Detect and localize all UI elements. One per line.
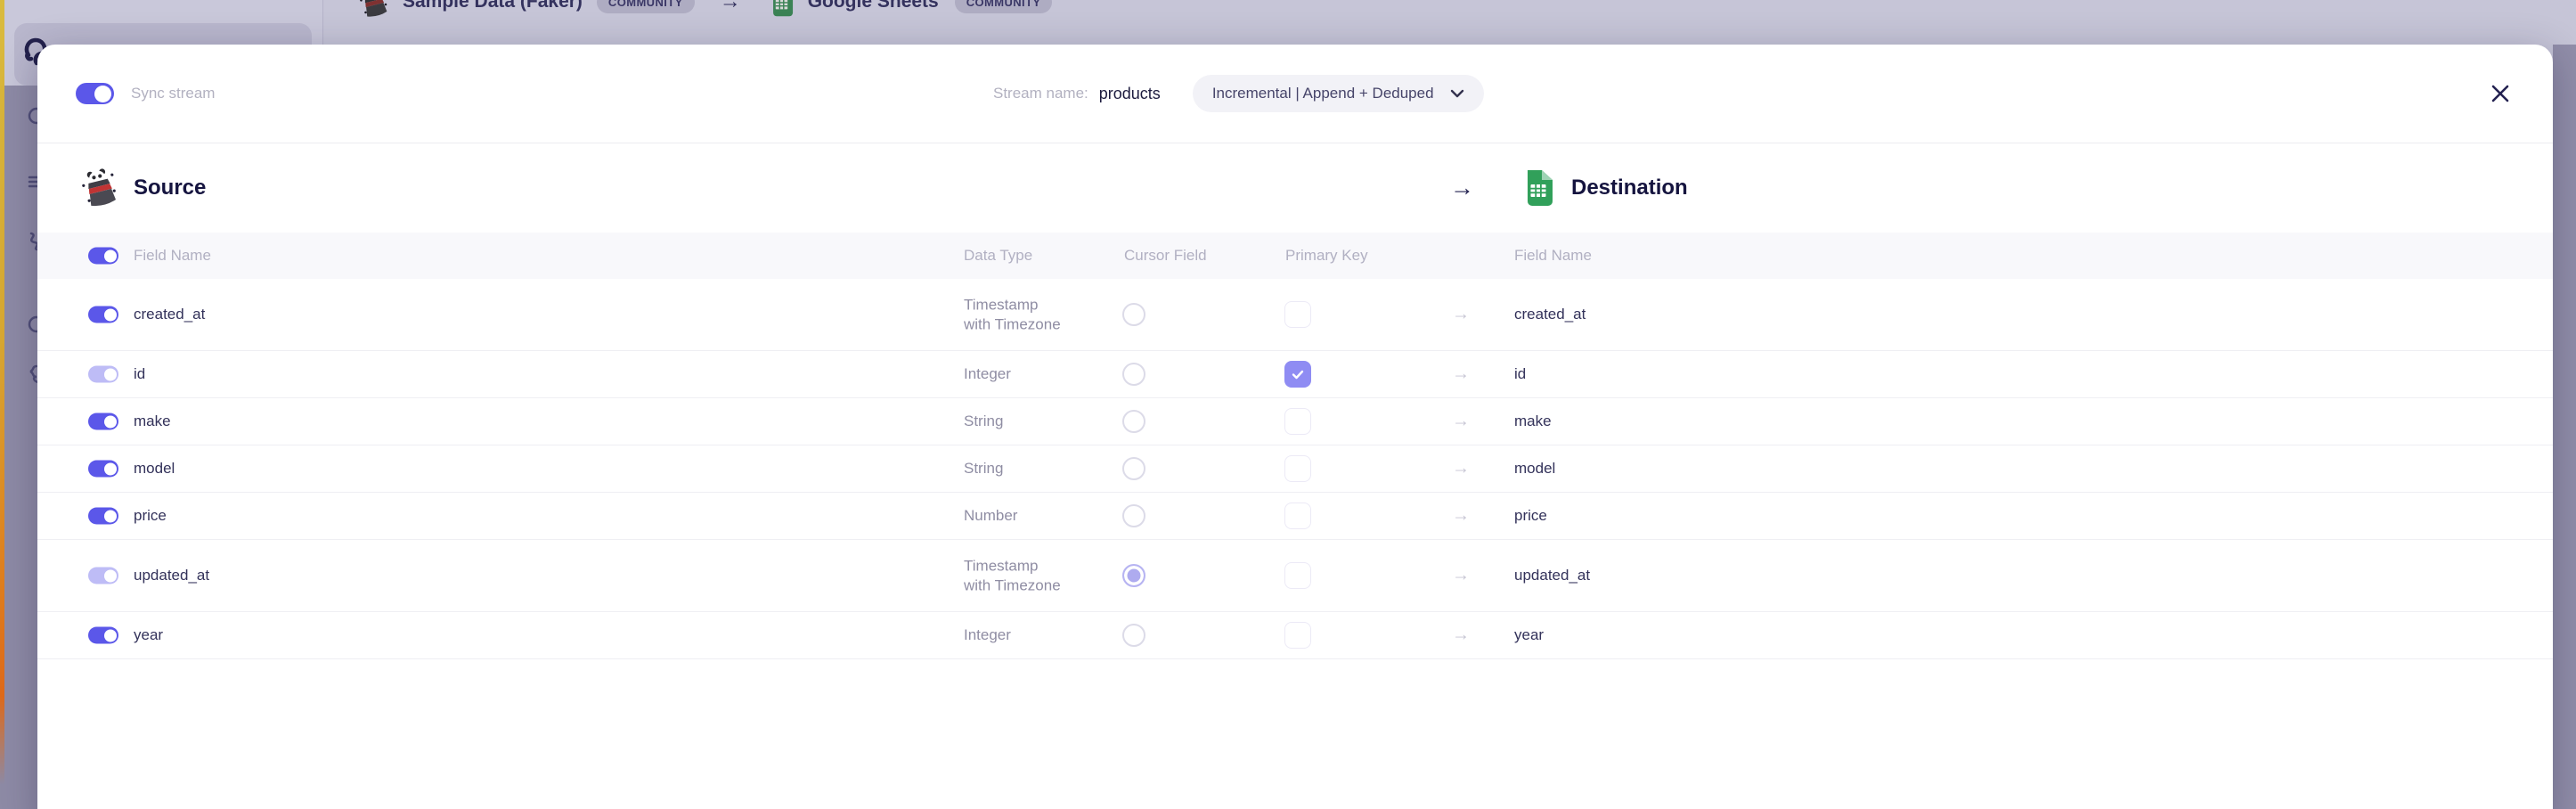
source-field-name: updated_at [134, 567, 210, 584]
cursor-field-radio[interactable] [1122, 624, 1145, 647]
app-sidebar [4, 0, 45, 809]
field-mapping-arrow-icon: → [1452, 625, 1470, 645]
cursor-field-radio[interactable] [1122, 363, 1145, 386]
destination-title: Destination [1571, 176, 1688, 200]
topbar-destination-badge: COMMUNITY [954, 0, 1053, 13]
field-row: model String → model [37, 445, 2553, 493]
sync-stream-toggle[interactable] [76, 83, 114, 104]
stream-name-group: Stream name: products Incremental | Appe… [993, 45, 1484, 143]
sync-stream-label: Sync stream [131, 85, 216, 102]
primary-key-checkbox[interactable] [1284, 455, 1311, 482]
field-row: make String → make [37, 398, 2553, 445]
background-right-edge [2553, 45, 2576, 809]
stream-name-value: products [1098, 84, 1161, 102]
stream-name-label: Stream name: [993, 85, 1088, 102]
check-icon [1292, 370, 1304, 379]
source-field-name: id [134, 365, 146, 382]
connection-topbar: Sample Data (Faker) COMMUNITY → Google S… [322, 0, 1053, 18]
cursor-field-radio[interactable] [1122, 410, 1145, 433]
source-field-name-header: Field Name [134, 247, 211, 264]
source-field-name: created_at [134, 306, 206, 323]
destination-field-name: id [1514, 365, 1527, 382]
topbar-destination-name: Google Sheets [807, 0, 939, 12]
primary-key-checkbox[interactable] [1284, 408, 1311, 435]
field-sync-toggle[interactable] [88, 365, 118, 383]
field-data-type: String [964, 413, 1004, 430]
all-fields-toggle[interactable] [88, 247, 118, 265]
destination-field-name: model [1514, 460, 1556, 477]
destination-field-name: year [1514, 626, 1545, 643]
source-destination-header: Source → Destination [37, 143, 2553, 233]
sync-mode-value: Incremental | Append + Deduped [1211, 85, 1434, 102]
destination-field-name-header: Field Name [1514, 247, 1592, 264]
primary-key-checkbox[interactable] [1284, 301, 1311, 328]
field-mapping-arrow-icon: → [1452, 304, 1470, 324]
field-row: price Number → price [37, 493, 2553, 540]
field-sync-toggle[interactable] [88, 507, 118, 525]
sync-mode-dropdown[interactable]: Incremental | Append + Deduped [1192, 75, 1484, 112]
close-icon [2491, 85, 2509, 102]
source-title: Source [134, 176, 207, 200]
destination-header: Destination [1523, 169, 1688, 207]
field-sync-toggle[interactable] [88, 460, 118, 478]
primary-key-checkbox[interactable] [1284, 361, 1311, 388]
field-mapping-arrow-icon: → [1452, 565, 1470, 585]
field-data-type: Integer [964, 626, 1011, 644]
field-sync-toggle[interactable] [88, 626, 118, 644]
destination-field-name: price [1514, 507, 1547, 524]
cursor-field-header: Cursor Field [1124, 247, 1207, 264]
data-type-header: Data Type [964, 247, 1033, 264]
field-data-type: Timestamp with Timezone [964, 557, 1061, 593]
cursor-field-radio[interactable] [1122, 564, 1145, 587]
close-button[interactable] [2487, 80, 2514, 107]
field-data-type: Number [964, 507, 1018, 525]
field-sync-toggle[interactable] [88, 567, 118, 584]
field-rows: created_at Timestamp with Timezone → cre… [37, 279, 2553, 659]
source-field-name: model [134, 460, 175, 477]
cursor-field-radio[interactable] [1122, 504, 1145, 527]
source-field-name: year [134, 626, 164, 643]
google-sheets-icon [772, 0, 793, 16]
field-sync-toggle[interactable] [88, 306, 118, 323]
field-mapping-arrow-icon: → [1452, 364, 1470, 384]
topbar-source-badge: COMMUNITY [596, 0, 695, 13]
stream-config-modal: Sync stream Stream name: products Increm… [37, 45, 2553, 809]
faker-source-icon [82, 168, 116, 207]
destination-field-name: make [1514, 413, 1552, 429]
primary-key-header: Primary Key [1285, 247, 1368, 264]
field-table-header: Field Name Data Type Cursor Field Primar… [37, 233, 2553, 279]
source-field-name: make [134, 413, 171, 429]
destination-field-name: updated_at [1514, 567, 1591, 584]
sidebar-settings-icon [29, 364, 40, 384]
google-sheets-icon [1528, 170, 1553, 206]
destination-field-name: created_at [1514, 306, 1586, 323]
field-row: updated_at Timestamp with Timezone → upd… [37, 540, 2553, 612]
field-data-type: String [964, 460, 1004, 478]
source-header: Source [82, 168, 206, 208]
sidebar-destinations-icon [29, 232, 40, 251]
cursor-field-radio[interactable] [1122, 457, 1145, 480]
primary-key-checkbox[interactable] [1284, 503, 1311, 529]
primary-key-checkbox[interactable] [1284, 562, 1311, 589]
chevron-down-icon [1450, 89, 1463, 98]
modal-header: Sync stream Stream name: products Increm… [37, 45, 2553, 143]
topbar-source-name: Sample Data (Faker) [403, 0, 583, 12]
left-accent-stripe [0, 0, 4, 809]
field-mapping-arrow-icon: → [1452, 458, 1470, 478]
source-field-name: price [134, 507, 167, 524]
primary-key-checkbox[interactable] [1284, 622, 1311, 649]
cursor-field-radio[interactable] [1122, 303, 1145, 326]
source-to-destination-arrow-icon: → [1450, 174, 1474, 201]
field-data-type: Timestamp with Timezone [964, 296, 1061, 332]
faker-source-icon [360, 0, 387, 17]
field-mapping-arrow-icon: → [1452, 411, 1470, 431]
field-sync-toggle[interactable] [88, 413, 118, 430]
field-mapping-arrow-icon: → [1452, 505, 1470, 526]
field-row: year Integer → year [37, 612, 2553, 659]
field-data-type: Integer [964, 365, 1011, 383]
field-row: id Integer → id [37, 351, 2553, 398]
topbar-arrow-icon: → [719, 0, 741, 13]
field-row: created_at Timestamp with Timezone → cre… [37, 279, 2553, 351]
